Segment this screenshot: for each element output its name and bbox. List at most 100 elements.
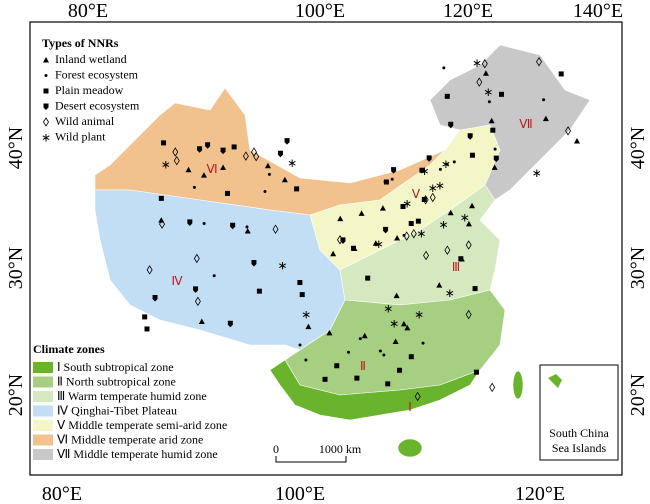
- marker-desert: [197, 146, 203, 153]
- marker-forest: [202, 222, 206, 226]
- marker-wetland: [393, 292, 400, 299]
- legend-swatch: [33, 362, 53, 373]
- legend-label: Wild plant: [55, 129, 106, 143]
- marker-animal: [173, 155, 180, 166]
- marker-animal: [429, 192, 436, 203]
- zones: [94, 44, 591, 458]
- scale-bar: 0 1000 km: [273, 442, 362, 463]
- marker-plant: ∗: [420, 164, 430, 178]
- legend-label: Wild animal: [55, 114, 115, 128]
- marker-forest: [487, 100, 491, 104]
- marker-wetland: [305, 323, 312, 330]
- marker-wetland: [281, 176, 288, 183]
- marker-animal: [43, 117, 49, 127]
- marker-wetland: [491, 164, 498, 170]
- marker-plant: ∗: [483, 85, 493, 99]
- marker-wetland: [573, 137, 580, 144]
- marker-animal: [159, 219, 166, 229]
- lon-label: 100°E: [275, 483, 325, 504]
- marker-meadow: [473, 369, 479, 375]
- marker-meadow: [294, 186, 300, 192]
- marker-meadow: [458, 256, 464, 262]
- taiwan: [512, 370, 524, 400]
- nnr-markers: ∗∗∗∗∗∗∗∗∗∗∗ ∗∗∗∗∗∗∗∗∗: [142, 56, 580, 402]
- marker-animal: [410, 228, 417, 239]
- marker-wetland: [361, 332, 368, 339]
- marker-meadow: [354, 375, 360, 381]
- marker-animal: [489, 382, 496, 393]
- marker-desert: [205, 142, 211, 149]
- marker-plant: ∗: [428, 181, 438, 195]
- legend-swatch: [33, 405, 53, 417]
- marker-desert: [426, 155, 432, 162]
- marker-plant: ∗: [414, 307, 424, 321]
- marker-forest: [378, 349, 382, 353]
- marker-meadow: [256, 288, 262, 294]
- marker-meadow: [558, 71, 564, 77]
- legend-title: Climate zones: [33, 342, 105, 356]
- marker-forest: [493, 147, 497, 151]
- marker-desert: [277, 150, 283, 158]
- marker-desert: [284, 138, 290, 145]
- marker-meadow: [365, 275, 371, 281]
- marker-wetland: [392, 338, 399, 344]
- scale-start: 0: [273, 442, 279, 456]
- marker-forest: [438, 167, 442, 171]
- marker-meadow: [299, 292, 305, 298]
- marker-forest: [44, 74, 48, 77]
- marker-animal: [146, 265, 153, 275]
- legend-label: Ⅴ Middle temperate semi-arid zone: [57, 418, 227, 432]
- marker-animal: [414, 391, 421, 402]
- marker-forest: [442, 66, 446, 70]
- marker-plant: ∗: [383, 302, 393, 316]
- marker-meadow: [397, 367, 403, 373]
- marker-desert: [383, 226, 389, 234]
- marker-plant: ∗: [389, 317, 399, 331]
- lon-label: 120°E: [515, 483, 565, 504]
- marker-wetland: [447, 209, 454, 216]
- marker-forest: [263, 190, 267, 194]
- marker-desert: [227, 320, 233, 328]
- marker-meadow: [350, 245, 356, 251]
- marker-plant: ∗: [532, 166, 542, 180]
- lon-label: 80°E: [68, 0, 108, 22]
- marker-forest: [390, 177, 394, 181]
- marker-meadow: [472, 286, 478, 292]
- marker-wetland: [469, 202, 476, 209]
- marker-wetland: [482, 70, 489, 76]
- marker-plant: ∗: [435, 179, 445, 193]
- marker-animal: [272, 224, 279, 234]
- marker-plant: ∗: [416, 226, 426, 240]
- axis-labels: 80°E 100°E 120°E 140°E 80°E 100°E 120°E 40°N 40°…: [5, 0, 649, 504]
- marker-animal: [565, 126, 572, 136]
- marker-meadow: [224, 190, 230, 196]
- marker-plant: ∗: [374, 237, 384, 251]
- zone-label: Ⅰ: [408, 400, 412, 414]
- marker-wetland: [404, 324, 411, 331]
- marker-desert: [230, 222, 236, 230]
- marker-forest: [421, 341, 425, 345]
- zone-vii: [429, 44, 591, 201]
- marker-forest: [452, 160, 456, 164]
- marker-plant: ∗: [460, 211, 470, 225]
- marker-wetland: [330, 250, 337, 257]
- zone-label: Ⅱ: [360, 359, 366, 373]
- lon-label: 140°E: [573, 0, 623, 22]
- marker-desert: [448, 121, 454, 129]
- marker-animal: [250, 147, 257, 157]
- zone-i: [269, 359, 481, 421]
- marker-desert: [220, 147, 226, 155]
- marker-forest: [212, 274, 216, 278]
- legend-swatch: [33, 420, 53, 431]
- legend-label: Ⅱ North subtropical zone: [57, 374, 176, 388]
- marker-meadow: [469, 152, 475, 158]
- marker-forest: [245, 225, 249, 229]
- marker-wetland: [264, 162, 271, 169]
- legend-label: Ⅳ Qinghai-Tibet Plateau: [57, 403, 177, 417]
- marker-plant: ∗: [301, 308, 311, 322]
- legend-label: Ⅲ Warm temperate humid zone: [57, 389, 207, 403]
